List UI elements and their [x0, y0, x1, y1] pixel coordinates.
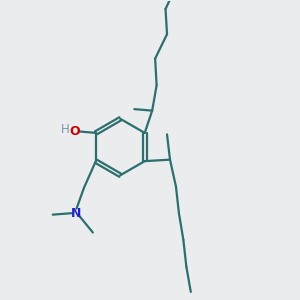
Text: H: H: [61, 122, 70, 136]
Text: N: N: [71, 207, 82, 220]
Text: O: O: [70, 125, 80, 138]
